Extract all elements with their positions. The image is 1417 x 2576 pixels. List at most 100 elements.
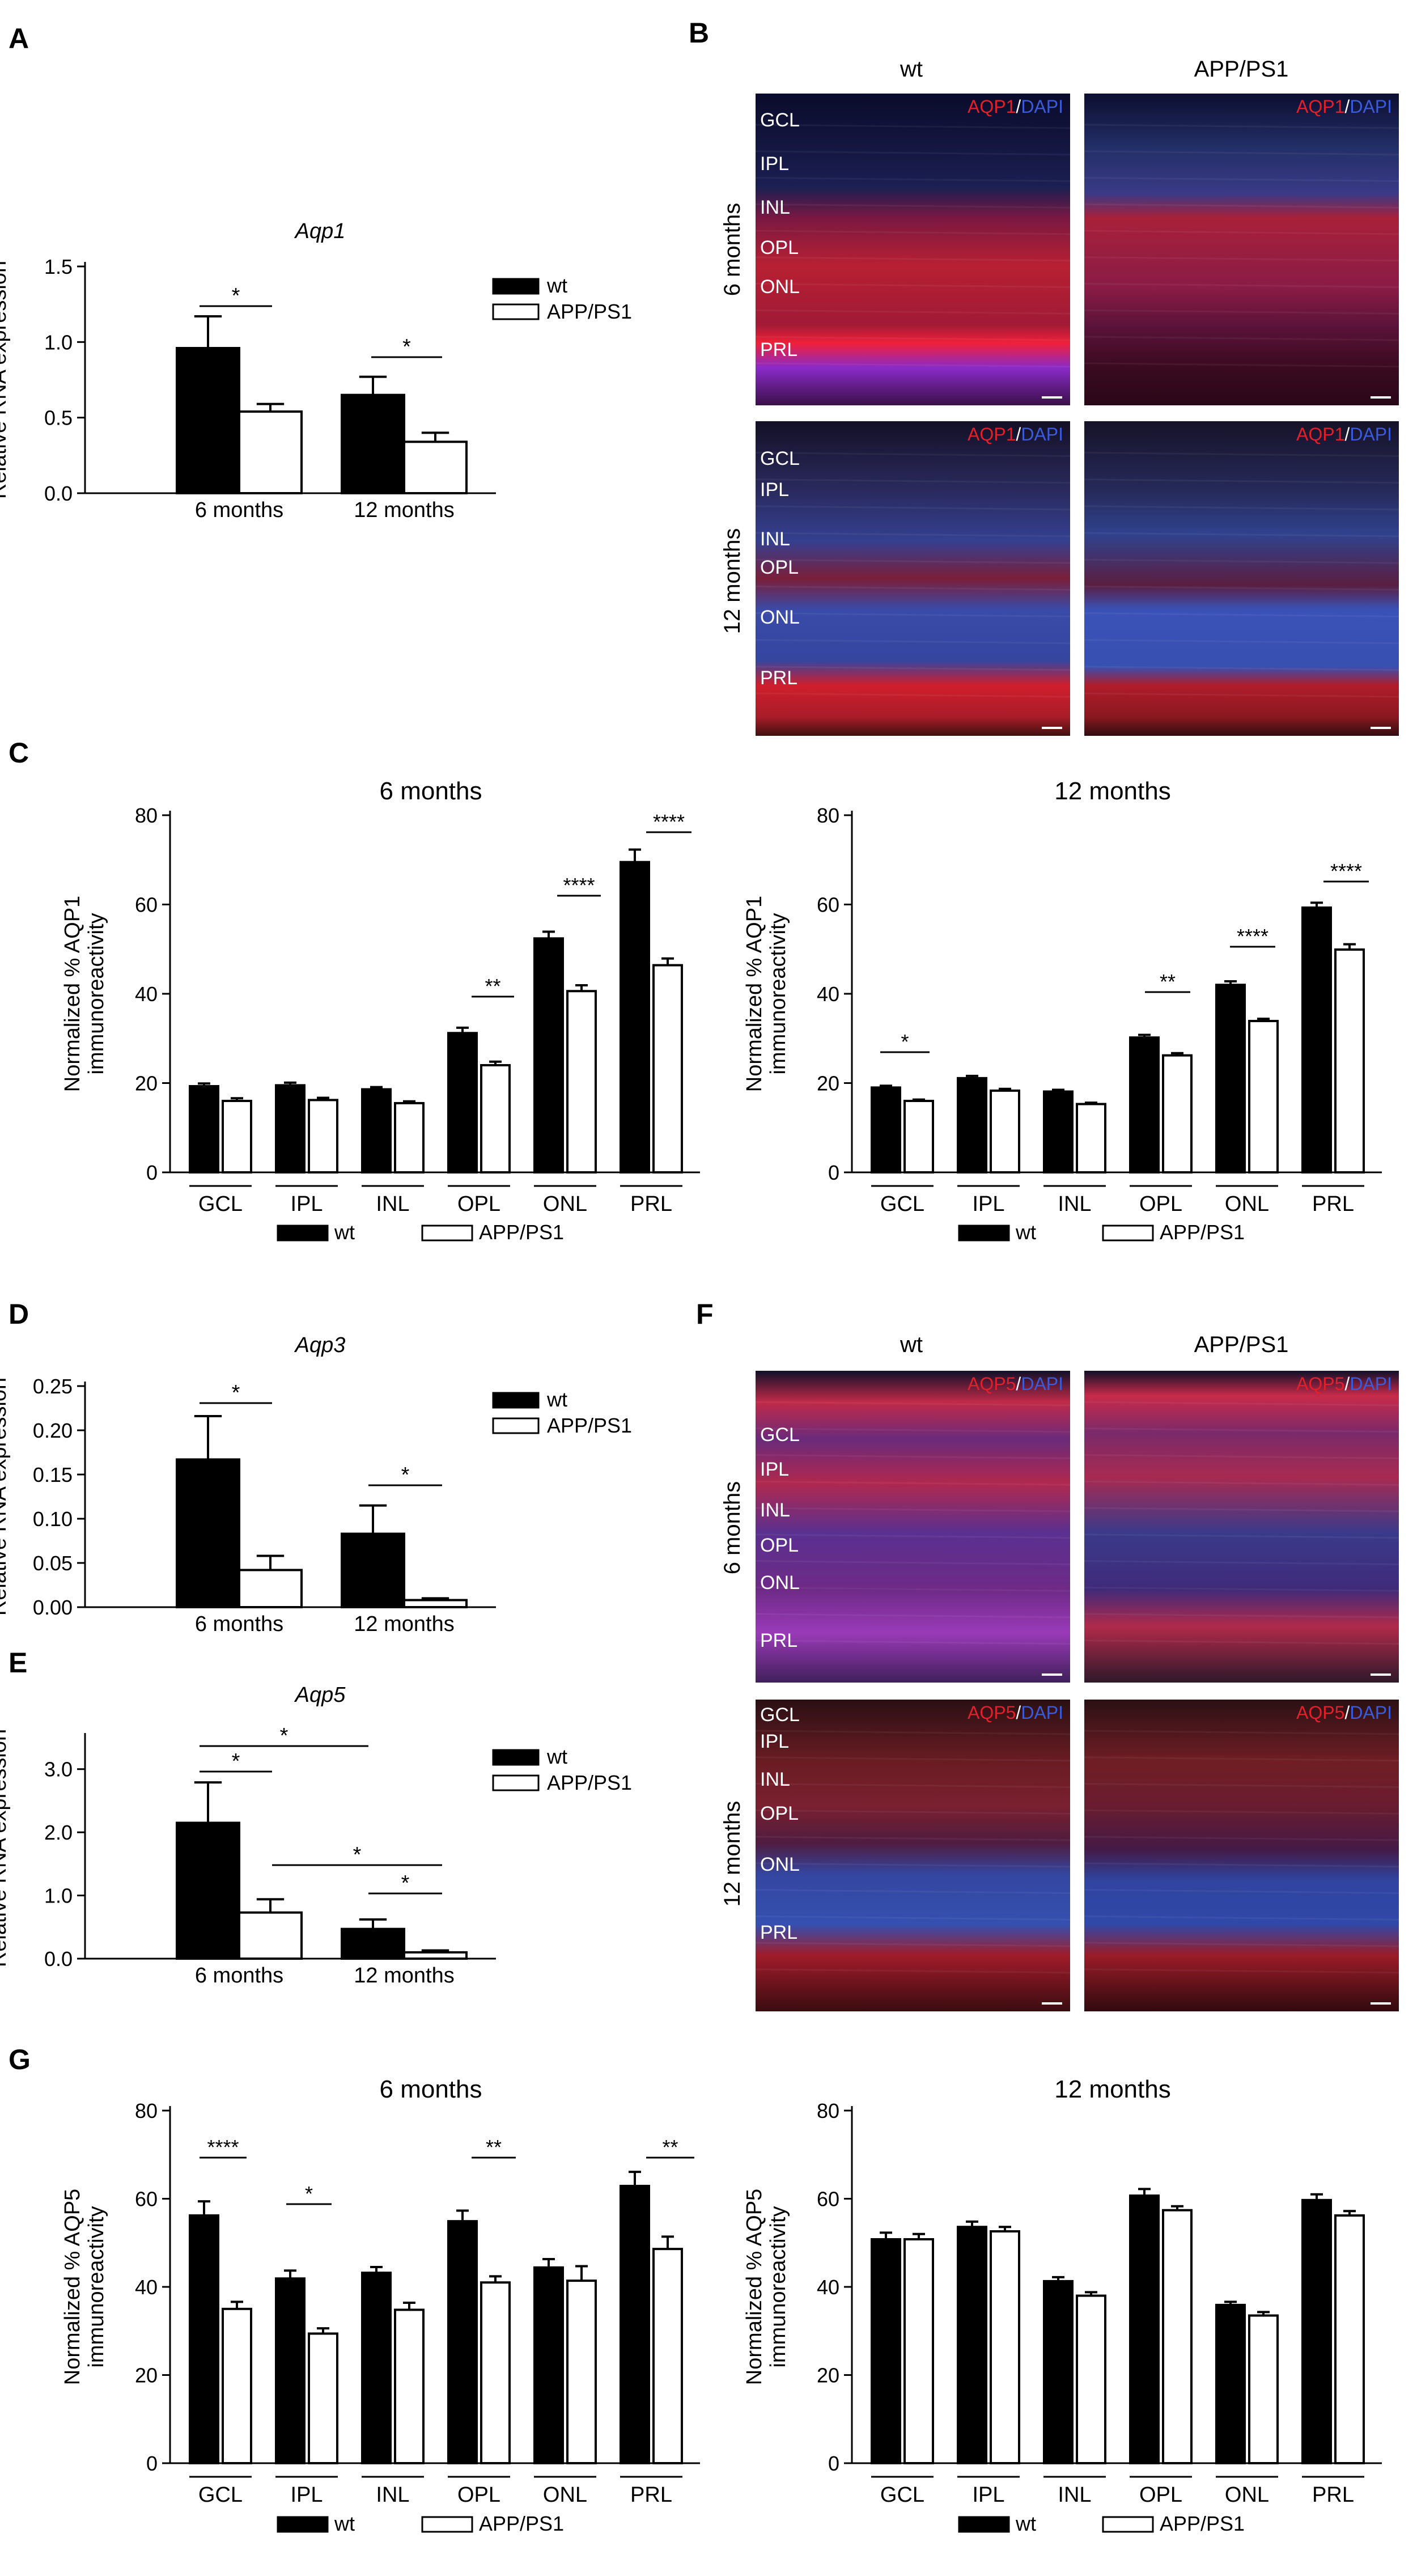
x-tick-label: GCL — [198, 2483, 243, 2507]
x-tick-label: 6 months — [195, 498, 283, 522]
bar-app-inl — [1076, 2294, 1106, 2465]
bar-app-gcl — [222, 1100, 252, 1173]
stain-label-sep: / — [1016, 1702, 1021, 1723]
micrograph-texture — [1084, 558, 1399, 564]
bar-app-opl — [480, 2281, 511, 2465]
y-tick-label: 80 — [817, 804, 839, 827]
micrograph-image — [756, 1371, 1070, 1683]
legend-swatch-wt — [277, 2516, 329, 2533]
layer-label-onl: ONL — [760, 276, 800, 298]
layer-label-onl: ONL — [760, 1854, 800, 1875]
stain-label-sep: / — [1344, 96, 1350, 117]
layer-label-gcl: GCL — [760, 448, 800, 469]
legend-label-app: APP/PS1 — [547, 1414, 632, 1437]
significance-label: **** — [653, 810, 685, 833]
micrograph-b-app-12m: AQP1/DAPI — [1084, 421, 1399, 736]
legend-swatch-app — [492, 1417, 540, 1434]
micrograph-texture — [755, 203, 1071, 209]
y-axis-title: Normalized % AQP1immunoreactivity — [743, 896, 790, 1092]
chart-G2: 0 20 40 60 80 Normalized % AQP5immunoreactivi… — [743, 2075, 1382, 2535]
micrograph-texture — [1084, 1586, 1399, 1592]
chart-title: Aqp1 — [294, 219, 346, 243]
bar-wt-12-months — [341, 393, 405, 495]
bar-wt-onl — [533, 2266, 564, 2465]
significance-label: ** — [485, 975, 500, 998]
bar-wt-onl — [1215, 984, 1246, 1173]
significance-label: * — [402, 335, 411, 359]
significance-label: **** — [207, 2136, 239, 2159]
significance-label: * — [401, 1871, 410, 1895]
micrograph-texture — [1084, 532, 1399, 537]
charts-layer: 0.0 0.5 1.0 1.5 Relative RNA expression Aqp1 6… — [0, 219, 1382, 2535]
panel-letter-b: B — [689, 17, 709, 49]
micrograph-texture — [755, 1454, 1071, 1459]
row-label-6m: 6 months — [720, 203, 745, 296]
stain-label-red: AQP1 — [968, 96, 1016, 117]
micrograph-texture — [1084, 505, 1399, 511]
row-label-12m: 12 months — [720, 1801, 745, 1907]
significance-label: **** — [1237, 925, 1268, 948]
layer-label-opl: OPL — [760, 557, 799, 578]
significance-label: ** — [486, 2136, 502, 2159]
micrograph-f-wt-6m: AQP5/DAPI GCL IPL INL OPL ONL PRL — [755, 1371, 1071, 1683]
bar-app-prl — [1334, 2214, 1365, 2464]
y-tick-label: 60 — [135, 893, 158, 917]
row-label-6m: 6 months — [720, 1481, 745, 1575]
column-title-wt: wt — [900, 57, 923, 82]
bar-wt-6-months — [176, 1458, 240, 1608]
bar-wt-prl — [1301, 2198, 1332, 2465]
panel-letter-g: G — [9, 2044, 31, 2075]
micrograph-texture — [1084, 256, 1399, 262]
bar-wt-ipl — [275, 2277, 306, 2465]
micrograph-texture — [755, 452, 1071, 457]
layer-label-ipl: IPL — [760, 153, 789, 175]
layer-label-gcl: GCL — [760, 1424, 800, 1446]
bar-app-gcl — [903, 1100, 934, 1173]
bar-wt-gcl — [871, 1086, 901, 1173]
micrograph-f-app-12m: AQP5/DAPI — [1084, 1700, 1399, 2011]
micrograph-f-app-6m: AQP5/DAPI — [1084, 1371, 1399, 1683]
bar-wt-ipl — [957, 2226, 987, 2464]
y-axis-title-line: Normalized % AQP1 — [743, 896, 766, 1092]
micrograph-texture — [1084, 1756, 1399, 1762]
x-tick-label: 6 months — [195, 1612, 283, 1636]
micrograph-texture — [1084, 1613, 1399, 1619]
bar-wt-6-months — [176, 347, 240, 494]
layer-label-prl: PRL — [760, 1922, 797, 1943]
micrograph-texture — [1084, 124, 1399, 129]
bar-app-inl — [1076, 1103, 1106, 1173]
micrograph-texture — [1084, 478, 1399, 484]
x-tick-label: OPL — [1139, 1192, 1182, 1216]
y-tick-label: 0.5 — [44, 406, 73, 430]
micrographs-layer: wt APP/PS1AQP1/DAPIGCLIPLINLOPLONLPRLAQP1… — [720, 57, 1399, 2011]
legend: wt APP/PS1 — [958, 1221, 1245, 1244]
micrograph-texture — [755, 1809, 1071, 1815]
y-tick-label: 40 — [135, 982, 158, 1006]
chart-E: 0.0 1.0 2.0 3.0 Relative RNA expression Aqp5 6… — [0, 1683, 632, 1988]
x-tick-label: OPL — [457, 1192, 500, 1216]
micrograph-image — [756, 421, 1070, 736]
stain-label-sep: / — [1016, 96, 1021, 117]
y-axis-title-line: Normalized % AQP1 — [61, 896, 84, 1092]
legend-swatch-wt — [492, 1392, 540, 1409]
micrograph-texture — [755, 1915, 1071, 1921]
panel-letters: A B C D E F G — [9, 17, 714, 2075]
stain-label-sep: / — [1344, 1702, 1350, 1723]
x-tick-label: ONL — [543, 1192, 587, 1216]
bar-wt-opl — [447, 1032, 478, 1174]
bar-wt-inl — [1043, 2280, 1074, 2465]
layer-label-opl: OPL — [760, 1803, 799, 1824]
legend: wt APP/PS1 — [277, 2512, 564, 2535]
bar-app-ipl — [308, 2332, 338, 2465]
y-tick-label: 0.25 — [33, 1375, 73, 1398]
legend-label-app: APP/PS1 — [1160, 2512, 1245, 2535]
micrograph-texture — [1084, 1862, 1399, 1868]
micrograph-texture — [755, 666, 1071, 671]
y-tick-label: 40 — [817, 2276, 839, 2299]
micrograph-texture — [1084, 230, 1399, 235]
micrograph-texture — [1084, 362, 1399, 368]
micrograph-texture — [755, 256, 1071, 262]
bar-wt-inl — [361, 2272, 392, 2465]
chart-title: 12 months — [1054, 777, 1170, 805]
stain-label-blue: DAPI — [1021, 424, 1063, 444]
